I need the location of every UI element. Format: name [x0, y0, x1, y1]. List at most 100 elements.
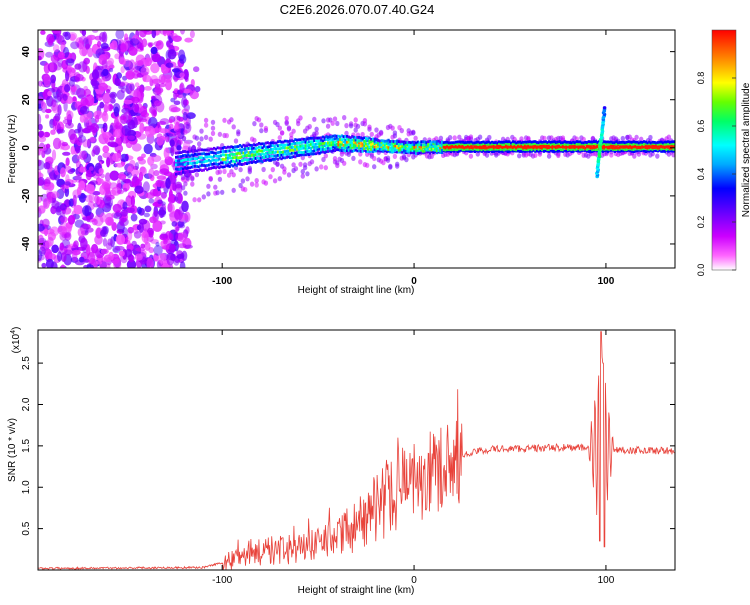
- heatmap-track-cell: [187, 166, 190, 170]
- heatmap-track-cell: [182, 158, 185, 162]
- heatmap-track-cell: [323, 136, 326, 140]
- heatmap-track-cell: [309, 149, 312, 153]
- heatmap-track-cell: [354, 136, 357, 140]
- heatmap-track-cell: [611, 146, 615, 150]
- heatmap-track-cell: [485, 141, 489, 144]
- heatmap-track-cell: [470, 150, 473, 153]
- heatmap-track-cell: [363, 149, 366, 152]
- heatmap-halo-cell: [275, 121, 280, 128]
- heatmap-track-cell: [504, 147, 508, 151]
- heatmap-track-cell: [428, 147, 432, 151]
- heatmap-halo-cell: [173, 196, 179, 202]
- heatmap-track-cell: [183, 158, 186, 162]
- heatmap-track-cell: [254, 153, 257, 156]
- heatmap-track-cell: [575, 144, 578, 148]
- heatmap-track-cell: [242, 148, 245, 151]
- heatmap-noise-cell: [131, 240, 137, 247]
- heatmap-noise-cell: [42, 218, 50, 228]
- heatmap-noise-cell: [172, 35, 182, 42]
- heatmap-track-cell: [615, 146, 618, 150]
- heatmap-track-cell: [392, 149, 395, 152]
- heatmap-noise-cell: [54, 113, 61, 122]
- heatmap-track-cell: [176, 159, 180, 163]
- heatmap-track-cell: [233, 153, 237, 156]
- heatmap-noise-cell: [55, 33, 62, 44]
- heatmap-track-cell: [387, 141, 390, 145]
- heatmap-noise-cell: [167, 49, 177, 60]
- heatmap-track-cell: [511, 143, 515, 146]
- heatmap-track-cell: [535, 142, 539, 146]
- heatmap-disturbance-cell: [602, 106, 607, 110]
- heatmap-track-cell: [670, 144, 673, 147]
- heatmap-track-cell: [444, 148, 447, 152]
- heatmap-noise-cell: [153, 245, 163, 256]
- heatmap-track-cell: [175, 159, 178, 163]
- heatmap-track-cell: [235, 148, 238, 152]
- heatmap-track-cell: [204, 155, 207, 159]
- heatmap-noise-cell: [103, 131, 112, 139]
- heatmap-track-cell: [494, 142, 497, 146]
- heatmap-noise-cell: [134, 103, 140, 113]
- heatmap-track-cell: [460, 145, 463, 149]
- heatmap-noise-cell: [98, 168, 104, 175]
- heatmap-track-cell: [556, 149, 559, 153]
- heatmap-track-cell: [601, 150, 604, 153]
- heatmap-track-cell: [207, 167, 211, 171]
- heatmap-track-cell: [378, 141, 382, 144]
- heatmap-track-cell: [194, 161, 197, 165]
- heatmap-track-cell: [653, 149, 656, 152]
- heatmap-track-cell: [228, 153, 231, 157]
- heatmap-track-cell: [558, 141, 561, 145]
- heatmap-track-cell: [491, 140, 494, 144]
- heatmap-track-cell: [377, 143, 380, 146]
- heatmap-track-cell: [211, 163, 214, 166]
- heatmap-track-cell: [349, 136, 352, 139]
- heatmap-noise-cell: [179, 261, 186, 268]
- heatmap-track-cell: [327, 150, 330, 153]
- heatmap-track-cell: [396, 148, 399, 151]
- heatmap-noise-cell: [193, 66, 200, 73]
- heatmap-noise-cell: [119, 217, 129, 227]
- heatmap-noise-cell: [85, 183, 95, 194]
- heatmap-track-cell: [337, 145, 340, 149]
- heatmap-track-cell: [223, 165, 226, 169]
- heatmap-track-cell: [501, 147, 504, 151]
- heatmap-track-cell: [463, 148, 466, 152]
- heatmap-track-cell: [275, 157, 278, 160]
- heatmap-halo-cell: [197, 197, 202, 203]
- heatmap-noise-cell: [102, 152, 112, 159]
- heatmap-noise-cell: [113, 258, 122, 268]
- heatmap-track-cell: [289, 139, 292, 143]
- heatmap-track-cell: [441, 149, 444, 152]
- heatmap-track-cell: [390, 141, 394, 145]
- heatmap-track-cell: [252, 150, 256, 154]
- heatmap-track-cell: [302, 144, 306, 148]
- heatmap-track-cell: [655, 146, 658, 149]
- heatmap-track-cell: [530, 140, 534, 144]
- heatmap-track-cell: [453, 149, 456, 153]
- heatmap-track-cell: [232, 148, 235, 152]
- heatmap-track-cell: [522, 143, 525, 146]
- heatmap-track-cell: [280, 153, 283, 157]
- heatmap-halo-cell: [468, 153, 474, 159]
- heatmap-track-cell: [226, 157, 230, 160]
- heatmap-track-cell: [202, 160, 205, 164]
- heatmap-track-cell: [530, 148, 534, 152]
- heatmap-track-cell: [508, 144, 511, 148]
- heatmap-track-cell: [346, 140, 349, 144]
- heatmap-track-cell: [532, 144, 535, 147]
- heatmap-track-cell: [332, 145, 335, 149]
- heatmap-track-cell: [289, 148, 292, 152]
- heatmap-track-cell: [387, 149, 390, 153]
- heatmap-noise-cell: [175, 226, 180, 231]
- heatmap-track-cell: [491, 147, 494, 151]
- heatmap-track-cell: [361, 149, 364, 153]
- heatmap-track-cell: [392, 144, 395, 148]
- heatmap-track-cell: [301, 151, 304, 154]
- heatmap-track-cell: [384, 139, 387, 143]
- heatmap-track-cell: [270, 151, 273, 154]
- heatmap-noise-cell: [74, 73, 84, 82]
- heatmap-track-cell: [613, 146, 616, 150]
- heatmap-track-cell: [458, 142, 461, 145]
- heatmap-noise-cell: [72, 175, 82, 181]
